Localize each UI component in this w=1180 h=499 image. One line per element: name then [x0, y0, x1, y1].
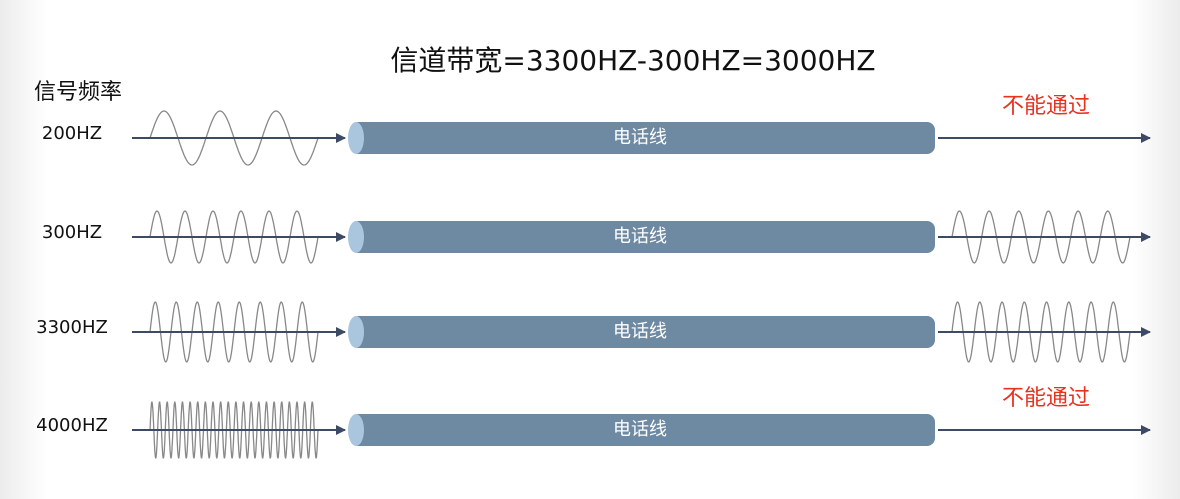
channel-label: 电话线	[613, 127, 667, 148]
channel-pipe-end	[348, 414, 364, 446]
frequency-label: 200HZ	[42, 123, 102, 144]
channel-label: 电话线	[613, 321, 667, 342]
channel-pipe	[350, 122, 935, 154]
channel-pipe-end	[348, 221, 364, 253]
channel-pipe	[350, 221, 935, 253]
frequency-label: 3300HZ	[36, 317, 108, 338]
frequency-label: 4000HZ	[36, 415, 108, 436]
result-label: 不能通过	[1002, 386, 1090, 411]
result-label: 不能通过	[1002, 94, 1090, 119]
channel-label: 电话线	[613, 419, 667, 440]
title: 信道带宽=3300HZ-300HZ=3000HZ	[390, 44, 875, 77]
channel-pipe	[350, 414, 935, 446]
axis-label: 信号频率	[34, 80, 122, 105]
frequency-label: 300HZ	[42, 222, 102, 243]
channel-pipe-end	[348, 316, 364, 348]
channel-pipe-end	[348, 122, 364, 154]
channel-label: 电话线	[613, 226, 667, 247]
channel-pipe	[350, 316, 935, 348]
